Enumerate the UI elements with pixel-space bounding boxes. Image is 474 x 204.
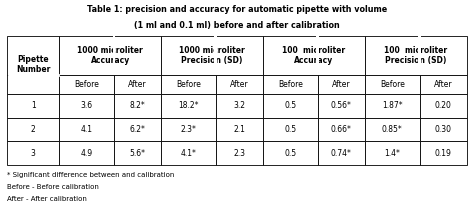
Bar	[216, 141, 263, 165]
Bar	[59, 75, 114, 94]
Text: 1: 1	[31, 101, 36, 110]
Text: After: After	[128, 80, 147, 89]
Bar	[316, 36, 319, 75]
Bar	[7, 141, 59, 165]
Text: 3.6: 3.6	[81, 101, 93, 110]
Bar	[114, 94, 161, 118]
Text: Before: Before	[176, 80, 201, 89]
Text: 0.5: 0.5	[284, 149, 297, 158]
Text: 1000 microliter
Accuracy: 1000 microliter Accuracy	[77, 46, 143, 65]
Text: 100  microliter
Accuracy: 100 microliter Accuracy	[283, 46, 346, 65]
Text: 0.85*: 0.85*	[382, 125, 403, 134]
Text: 4.1: 4.1	[81, 125, 92, 134]
Bar	[419, 94, 467, 118]
Bar	[114, 75, 161, 94]
Bar	[114, 141, 161, 165]
Bar	[216, 118, 263, 141]
Bar	[418, 36, 421, 75]
Bar	[318, 118, 365, 141]
Bar	[365, 118, 419, 141]
Text: 0.5: 0.5	[284, 125, 297, 134]
Bar	[216, 36, 263, 75]
Text: Before: Before	[380, 80, 405, 89]
Bar	[365, 75, 419, 94]
Bar	[59, 94, 114, 118]
Bar	[114, 36, 161, 75]
Text: Before: Before	[278, 80, 303, 89]
Bar	[318, 75, 365, 94]
Text: Before: Before	[74, 80, 99, 89]
Text: 2.3*: 2.3*	[181, 125, 197, 134]
Bar	[161, 94, 216, 118]
Bar	[263, 94, 318, 118]
Text: (1 ml and 0.1 ml) before and after calibration: (1 ml and 0.1 ml) before and after calib…	[134, 21, 340, 30]
Text: 0.20: 0.20	[435, 101, 452, 110]
Bar	[7, 94, 59, 118]
Bar	[318, 36, 365, 75]
Bar	[59, 141, 114, 165]
Text: 3.2: 3.2	[234, 101, 246, 110]
Bar	[161, 36, 216, 75]
Bar	[7, 118, 59, 141]
Text: 1000 microliter
Precision (SD): 1000 microliter Precision (SD)	[179, 46, 245, 65]
Text: 18.2*: 18.2*	[178, 101, 199, 110]
Text: 0.56*: 0.56*	[331, 101, 352, 110]
Bar	[263, 141, 318, 165]
Bar	[263, 118, 318, 141]
Bar	[263, 36, 318, 75]
Text: 3: 3	[31, 149, 36, 158]
Text: 0.5: 0.5	[284, 101, 297, 110]
Bar	[318, 94, 365, 118]
Bar	[419, 141, 467, 165]
Bar	[419, 36, 467, 75]
Bar	[365, 36, 419, 75]
Bar	[216, 75, 263, 94]
Text: After - After calibration: After - After calibration	[7, 196, 87, 202]
Text: 1.87*: 1.87*	[382, 101, 402, 110]
Bar	[216, 94, 263, 118]
Text: After: After	[230, 80, 249, 89]
Bar	[114, 118, 161, 141]
Bar	[7, 75, 59, 94]
Text: After: After	[332, 80, 351, 89]
Bar	[7, 36, 59, 75]
Bar	[59, 36, 114, 75]
Text: 0.19: 0.19	[435, 149, 452, 158]
Text: After: After	[434, 80, 453, 89]
Bar	[214, 36, 217, 75]
Bar	[161, 141, 216, 165]
Text: 6.2*: 6.2*	[130, 125, 146, 134]
Bar	[112, 36, 115, 75]
Bar	[419, 75, 467, 94]
Text: 8.2*: 8.2*	[130, 101, 146, 110]
Text: 2: 2	[31, 125, 36, 134]
Text: 0.66*: 0.66*	[331, 125, 352, 134]
Bar	[161, 75, 216, 94]
Text: 100  microliter
Precision (SD): 100 microliter Precision (SD)	[384, 46, 447, 65]
Text: 2.1: 2.1	[234, 125, 246, 134]
Bar	[161, 118, 216, 141]
Text: 4.1*: 4.1*	[181, 149, 197, 158]
Text: 0.74*: 0.74*	[331, 149, 352, 158]
Bar	[318, 141, 365, 165]
Text: * Significant difference between and calibration: * Significant difference between and cal…	[7, 172, 174, 178]
Bar	[263, 75, 318, 94]
Text: 1.4*: 1.4*	[384, 149, 400, 158]
Text: Pipette
Number: Pipette Number	[16, 55, 50, 74]
Text: 5.6*: 5.6*	[129, 149, 146, 158]
Text: 0.30: 0.30	[435, 125, 452, 134]
Bar	[365, 141, 419, 165]
Bar	[419, 118, 467, 141]
Text: Before - Before calibration: Before - Before calibration	[7, 184, 99, 190]
Bar	[59, 118, 114, 141]
Text: 2.3: 2.3	[234, 149, 246, 158]
Text: 4.9: 4.9	[81, 149, 93, 158]
Bar	[365, 94, 419, 118]
Text: Table 1: precision and accuracy for automatic pipette with volume: Table 1: precision and accuracy for auto…	[87, 5, 387, 14]
